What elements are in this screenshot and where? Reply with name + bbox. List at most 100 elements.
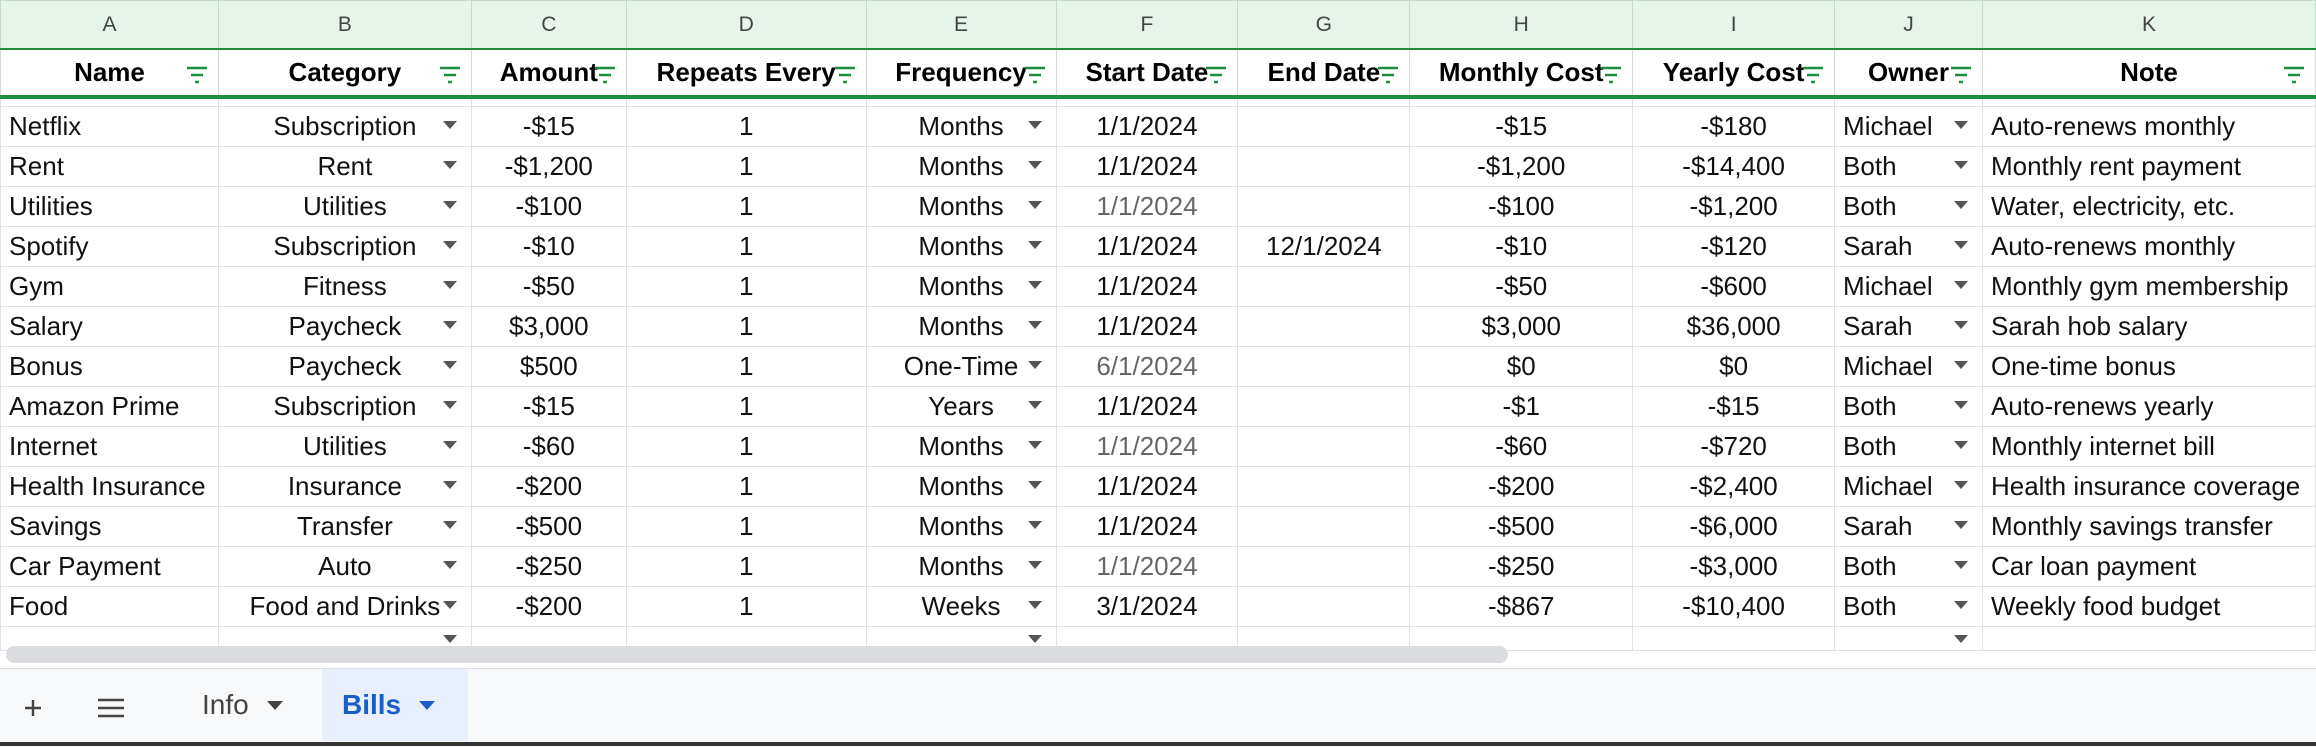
cell-monthly[interactable]: -$200: [1409, 466, 1634, 507]
cell-empty[interactable]: [1981, 626, 2316, 651]
cell-owner[interactable]: Michael: [1834, 466, 1983, 507]
header-cell[interactable]: Repeats Every: [625, 48, 867, 99]
cell-start[interactable]: 1/1/2024: [1055, 546, 1239, 587]
cell-yearly[interactable]: -$720: [1632, 426, 1836, 467]
cell-repeats[interactable]: 1: [625, 386, 867, 427]
cell-category[interactable]: Subscription: [217, 106, 472, 147]
filter-icon[interactable]: [1205, 61, 1227, 84]
filter-icon[interactable]: [834, 61, 856, 84]
filter-icon[interactable]: [2283, 61, 2305, 84]
header-cell[interactable]: Note: [1981, 48, 2316, 99]
cell-note[interactable]: Car loan payment: [1981, 546, 2316, 587]
cell-start[interactable]: 1/1/2024: [1055, 506, 1239, 547]
cell-repeats[interactable]: 1: [625, 466, 867, 507]
cell-repeats[interactable]: 1: [625, 346, 867, 387]
dropdown-arrow-icon[interactable]: [1953, 635, 1968, 643]
dropdown-arrow-icon[interactable]: [442, 121, 457, 129]
cell-start[interactable]: 3/1/2024: [1055, 586, 1239, 627]
cell-note[interactable]: Health insurance coverage: [1981, 466, 2316, 507]
cell-frequency[interactable]: Months: [865, 506, 1057, 547]
cell-repeats[interactable]: 1: [625, 546, 867, 587]
cell-owner[interactable]: Both: [1834, 586, 1983, 627]
dropdown-arrow-icon[interactable]: [1027, 481, 1042, 489]
dropdown-arrow-icon[interactable]: [1027, 321, 1042, 329]
dropdown-arrow-icon[interactable]: [442, 481, 457, 489]
dropdown-arrow-icon[interactable]: [442, 281, 457, 289]
cell-note[interactable]: Auto-renews monthly: [1981, 106, 2316, 147]
cell-yearly[interactable]: -$10,400: [1632, 586, 1836, 627]
cell-monthly[interactable]: -$867: [1409, 586, 1634, 627]
cell-name[interactable]: Salary: [0, 306, 219, 347]
cell-category[interactable]: Insurance: [217, 466, 472, 507]
column-header-b[interactable]: B: [217, 0, 472, 50]
cell-start[interactable]: 1/1/2024: [1055, 186, 1239, 227]
cell-owner[interactable]: Both: [1834, 186, 1983, 227]
cell-start[interactable]: 1/1/2024: [1055, 226, 1239, 267]
cell-end[interactable]: [1237, 146, 1411, 187]
cell-amount[interactable]: -$200: [470, 466, 627, 507]
cell-name[interactable]: Utilities: [0, 186, 219, 227]
dropdown-arrow-icon[interactable]: [1027, 561, 1042, 569]
dropdown-arrow-icon[interactable]: [1027, 281, 1042, 289]
dropdown-arrow-icon[interactable]: [1953, 321, 1968, 329]
cell-start[interactable]: 1/1/2024: [1055, 466, 1239, 507]
dropdown-arrow-icon[interactable]: [442, 441, 457, 449]
header-cell[interactable]: Monthly Cost: [1409, 48, 1634, 99]
dropdown-arrow-icon[interactable]: [442, 521, 457, 529]
cell-name[interactable]: Internet: [0, 426, 219, 467]
header-cell[interactable]: End Date: [1237, 48, 1411, 99]
cell-amount[interactable]: -$500: [470, 506, 627, 547]
cell-monthly[interactable]: -$10: [1409, 226, 1634, 267]
dropdown-arrow-icon[interactable]: [1027, 401, 1042, 409]
cell-note[interactable]: Sarah hob salary: [1981, 306, 2316, 347]
dropdown-arrow-icon[interactable]: [1027, 241, 1042, 249]
filter-icon[interactable]: [439, 61, 461, 84]
cell-category[interactable]: Utilities: [217, 186, 472, 227]
cell-category[interactable]: Subscription: [217, 386, 472, 427]
cell-category[interactable]: Fitness: [217, 266, 472, 307]
cell-yearly[interactable]: -$180: [1632, 106, 1836, 147]
cell-start[interactable]: 1/1/2024: [1055, 106, 1239, 147]
column-header-g[interactable]: G: [1237, 0, 1411, 50]
cell-frequency[interactable]: One-Time: [865, 346, 1057, 387]
cell-yearly[interactable]: -$1,200: [1632, 186, 1836, 227]
all-sheets-button[interactable]: [86, 683, 136, 733]
cell-monthly[interactable]: $3,000: [1409, 306, 1634, 347]
cell-yearly[interactable]: -$14,400: [1632, 146, 1836, 187]
tab-bills[interactable]: Bills: [322, 669, 468, 741]
dropdown-arrow-icon[interactable]: [442, 321, 457, 329]
dropdown-arrow-icon[interactable]: [1953, 521, 1968, 529]
cell-yearly[interactable]: $0: [1632, 346, 1836, 387]
cell-name[interactable]: Netflix: [0, 106, 219, 147]
cell-owner[interactable]: Both: [1834, 146, 1983, 187]
cell-end[interactable]: [1237, 426, 1411, 467]
dropdown-arrow-icon[interactable]: [1953, 481, 1968, 489]
dropdown-arrow-icon[interactable]: [1953, 121, 1968, 129]
cell-end[interactable]: [1237, 266, 1411, 307]
cell-category[interactable]: Paycheck: [217, 306, 472, 347]
filter-icon[interactable]: [594, 61, 616, 84]
cell-end[interactable]: 12/1/2024: [1237, 226, 1411, 267]
tab-info[interactable]: Info: [182, 669, 330, 741]
horizontal-scrollbar[interactable]: [6, 646, 1508, 663]
dropdown-arrow-icon[interactable]: [442, 161, 457, 169]
cell-repeats[interactable]: 1: [625, 146, 867, 187]
cell-start[interactable]: 1/1/2024: [1055, 386, 1239, 427]
cell-yearly[interactable]: $36,000: [1632, 306, 1836, 347]
cell-category[interactable]: Subscription: [217, 226, 472, 267]
chevron-down-icon[interactable]: [419, 700, 436, 710]
dropdown-arrow-icon[interactable]: [1953, 201, 1968, 209]
cell-name[interactable]: Savings: [0, 506, 219, 547]
cell-repeats[interactable]: 1: [625, 586, 867, 627]
cell-amount[interactable]: -$15: [470, 386, 627, 427]
column-header-j[interactable]: J: [1834, 0, 1983, 50]
column-header-i[interactable]: I: [1632, 0, 1836, 50]
dropdown-arrow-icon[interactable]: [442, 241, 457, 249]
cell-frequency[interactable]: Months: [865, 226, 1057, 267]
cell-name[interactable]: Food: [0, 586, 219, 627]
cell-yearly[interactable]: -$2,400: [1632, 466, 1836, 507]
header-cell[interactable]: Owner: [1834, 48, 1983, 99]
dropdown-arrow-icon[interactable]: [1027, 361, 1042, 369]
dropdown-arrow-icon[interactable]: [1953, 241, 1968, 249]
cell-start[interactable]: 1/1/2024: [1055, 266, 1239, 307]
